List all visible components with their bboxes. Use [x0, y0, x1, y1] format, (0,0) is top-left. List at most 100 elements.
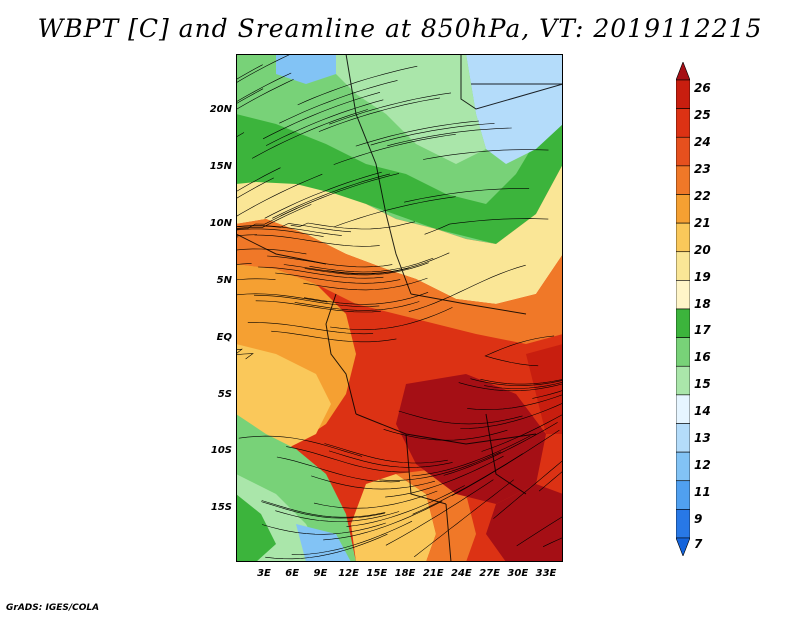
streamline: [398, 410, 523, 425]
streamline: [328, 450, 453, 468]
streamline: [294, 301, 420, 311]
streamline: [538, 470, 563, 492]
streamline: [271, 330, 397, 343]
map-panel: [236, 54, 563, 562]
region-orange-band: [236, 219, 563, 344]
streamline: [264, 171, 382, 219]
colorbar-swatch: [676, 394, 690, 424]
streamline: [355, 120, 480, 147]
colorbar-label: 13: [694, 431, 711, 446]
streamline: [236, 79, 294, 110]
streamline: [387, 127, 512, 147]
streamline: [404, 188, 530, 203]
streamline: [323, 500, 443, 541]
colorbar-label: 20: [694, 242, 711, 257]
colorbar-label: 21: [694, 215, 711, 230]
streamline: [286, 446, 410, 473]
streamline: [346, 485, 465, 527]
lat-label: 10N: [209, 218, 232, 229]
streamline: [236, 54, 290, 84]
streamline: [236, 177, 274, 199]
streamline: [275, 510, 400, 522]
lat-label: 10S: [210, 445, 232, 456]
streamline: [451, 429, 560, 496]
region-blue-nw: [276, 54, 346, 84]
streamline: [276, 456, 400, 483]
streamline: [408, 264, 526, 312]
region-lightgreen-n: [336, 54, 486, 164]
streamline: [267, 255, 393, 268]
colorbar-label: 19: [694, 269, 711, 284]
streamline: [253, 294, 380, 307]
colorbar-swatch: [676, 451, 690, 482]
streamline: [304, 262, 429, 276]
lon-label: 24E: [451, 568, 472, 579]
streamline: [251, 109, 368, 159]
streamline: [370, 123, 495, 146]
streamline: [255, 300, 381, 313]
colorbar-label: 25: [694, 107, 711, 122]
region-red-core: [396, 374, 546, 504]
streamline: [236, 278, 276, 281]
streamline: [326, 252, 450, 274]
streamline: [333, 196, 456, 228]
streamline: [324, 443, 448, 464]
streamline: [261, 501, 385, 519]
lat-label: 20N: [209, 104, 232, 115]
colorbar-swatch: [676, 308, 690, 338]
colorbar-label: 24: [694, 134, 711, 149]
streamline: [236, 64, 263, 81]
streamline: [236, 348, 254, 360]
lon-label: 9E: [313, 568, 328, 579]
colorbar-swatch: [676, 79, 690, 109]
lat-label: 5S: [217, 389, 232, 400]
streamline: [385, 455, 504, 498]
streamline: [470, 378, 563, 386]
streamline: [262, 92, 381, 140]
streamline: [329, 92, 452, 125]
colorbar-label: 15: [694, 377, 711, 392]
colorbar-label: 14: [694, 404, 711, 419]
lon-label: 15E: [366, 568, 388, 579]
streamline: [261, 522, 386, 535]
streamline: [493, 459, 563, 519]
streamline: [333, 134, 456, 165]
streamline: [272, 173, 390, 219]
streamline: [258, 266, 384, 279]
streamline: [385, 479, 494, 546]
region-red-east: [526, 344, 563, 434]
streamline: [412, 453, 523, 515]
streamline: [532, 389, 563, 399]
colorbar-label: 22: [694, 188, 711, 203]
colorbar-label: 11: [694, 485, 711, 500]
streamline: [275, 272, 401, 284]
lon-label: 6E: [285, 568, 300, 579]
streamline: [424, 218, 549, 235]
streamline: [516, 516, 563, 547]
streamline: [236, 167, 281, 193]
lon-label: 30E: [507, 568, 529, 579]
colorbar: [676, 62, 690, 556]
streamline: [254, 234, 380, 247]
region-red-se: [486, 484, 563, 562]
streamline: [236, 88, 264, 105]
region-sw-green2: [236, 494, 276, 562]
colorbar-swatch: [676, 251, 690, 281]
streamline: [238, 435, 363, 457]
streamline: [283, 264, 409, 275]
colorbar-swatch: [676, 423, 690, 453]
lon-label: 18E: [394, 568, 416, 579]
colorbar-label: 12: [694, 458, 711, 473]
streamline: [484, 335, 555, 367]
colorbar-swatch: [676, 136, 690, 167]
streamline: [484, 381, 563, 389]
streamline: [309, 257, 434, 273]
colorbar-label: 9: [694, 512, 703, 527]
lon-label: 27E: [479, 568, 500, 579]
grads-credit: GrADS: IGES/COLA: [6, 603, 100, 613]
region-green-north: [236, 114, 563, 244]
streamline: [247, 322, 374, 335]
streamline: [311, 475, 435, 490]
region-yellow-band: [236, 164, 563, 304]
lat-label: 15S: [210, 502, 232, 513]
